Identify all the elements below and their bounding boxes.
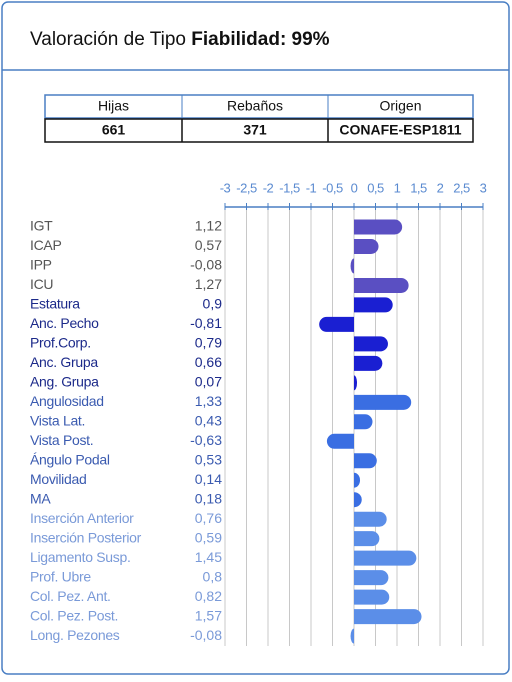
x-tick-label: 1,5 (410, 180, 427, 195)
category-label: IPP (30, 257, 52, 273)
value-label: -0,63 (190, 432, 222, 448)
x-tick-label: -1,5 (279, 180, 300, 195)
bar (354, 277, 409, 293)
value-label: 1,45 (195, 549, 222, 565)
bar (354, 414, 373, 430)
value-label: 0,8 (203, 568, 223, 584)
value-cell: 661 (102, 122, 126, 138)
bar (354, 531, 380, 547)
value-label: 1,27 (195, 276, 222, 292)
category-label: Anc. Pecho (30, 315, 99, 331)
bar (354, 472, 361, 488)
header-cell: Rebaños (227, 98, 283, 114)
bar (354, 550, 417, 566)
category-label: Movilidad (30, 471, 86, 487)
bar (354, 453, 377, 469)
chart: -3 -2,5 -2 -1,5 -1 -0,5 0 0,5 1 1,5 2 2,5 3 IGT 1,12 IC… (30, 180, 487, 646)
category-label: Vista Post. (30, 432, 93, 448)
value-label: 0,14 (195, 471, 222, 487)
bar (354, 375, 358, 391)
value-label: 0,9 (203, 296, 223, 312)
bar (354, 238, 379, 254)
value-label: 0,07 (195, 374, 222, 390)
category-label: Prof.Corp. (30, 335, 91, 351)
value-label: -0,81 (190, 315, 222, 331)
bar (350, 258, 354, 274)
category-label: Long. Pezones (30, 627, 120, 643)
category-label: Ligamento Susp. (30, 549, 131, 565)
category-label: IGT (30, 218, 53, 234)
bar (354, 511, 387, 527)
value-label: 0,43 (195, 413, 222, 429)
category-label: ICAP (30, 237, 61, 253)
value-label: 0,66 (195, 354, 222, 370)
bar (354, 219, 403, 235)
bar (354, 492, 362, 508)
table: Hijas Rebaños Origen 661 371 CONAFE-ESP1811 (44, 94, 474, 143)
bar (354, 394, 412, 410)
value-label: 0,82 (195, 588, 222, 604)
value-row (44, 118, 474, 143)
x-tick-label: -0,5 (322, 180, 343, 195)
value-label: -0,08 (190, 627, 222, 643)
category-label: Inserción Anterior (30, 510, 134, 526)
category-label: Col. Pez. Post. (30, 607, 118, 623)
category-label: Col. Pez. Ant. (30, 588, 111, 604)
header-cell: Hijas (98, 98, 129, 114)
title-bold: Fiabilidad: 99% (191, 29, 329, 50)
bar (354, 609, 422, 625)
value-label: 1,57 (195, 607, 222, 623)
header-cell: Origen (379, 98, 421, 114)
bar (326, 433, 354, 449)
category-label: Estatura (30, 296, 80, 312)
bar (350, 628, 354, 644)
bar (354, 570, 389, 586)
bar (354, 589, 390, 605)
x-tick-label: 3 (480, 180, 487, 195)
x-tick-label: 1 (394, 180, 401, 195)
value-label: 0,53 (195, 451, 222, 467)
category-label: MA (30, 490, 51, 506)
x-tick-label: -2 (263, 180, 274, 195)
category-label: Ang. Grupa (30, 374, 99, 390)
bar (354, 355, 383, 371)
bar (354, 297, 393, 313)
category-label: Anc. Grupa (30, 354, 98, 370)
value-label: 0,79 (195, 335, 222, 351)
title-text: Valoración de Tipo (30, 29, 186, 50)
value-label: 1,12 (195, 218, 222, 234)
category-label: Angulosidad (30, 393, 104, 409)
header-row (44, 94, 474, 119)
bar (354, 336, 388, 352)
value-label: 0,59 (195, 529, 222, 545)
category-label: Vista Lat. (30, 413, 85, 429)
value-label: 0,76 (195, 510, 222, 526)
value-label: 1,33 (195, 393, 222, 409)
x-tick-label: 2,5 (453, 180, 470, 195)
value-cell: 371 (243, 122, 267, 138)
x-tick-label: 2 (437, 180, 444, 195)
category-label: Prof. Ubre (30, 568, 91, 584)
bar (319, 316, 354, 332)
x-tick-label: 0 (351, 180, 358, 195)
value-cell: CONAFE-ESP1811 (339, 122, 461, 138)
category-label: ICU (30, 276, 53, 292)
title: Valoración de Tipo Fiabilidad: 99% (30, 29, 330, 50)
value-label: 0,57 (195, 237, 222, 253)
x-tick-label: -1 (306, 180, 317, 195)
x-tick-label: -3 (220, 180, 231, 195)
category-label: Inserción Posterior (30, 529, 142, 545)
x-tick-label: -2,5 (236, 180, 257, 195)
x-tick-label: 0,5 (367, 180, 384, 195)
value-label: -0,08 (190, 257, 222, 273)
category-label: Ángulo Podal (30, 451, 110, 467)
value-label: 0,18 (195, 490, 222, 506)
